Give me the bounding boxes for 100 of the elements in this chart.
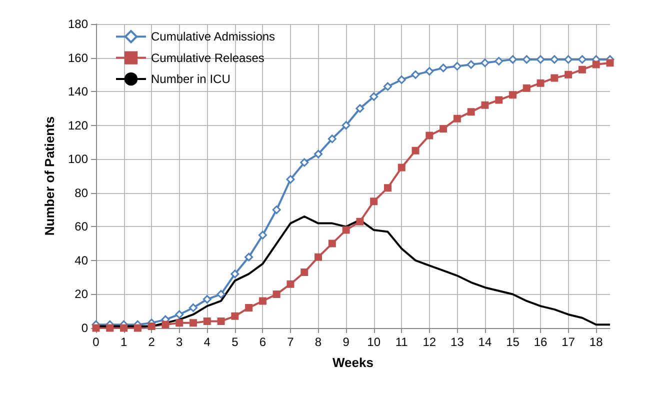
point xyxy=(106,324,114,332)
point xyxy=(550,74,558,82)
point xyxy=(314,150,323,158)
point xyxy=(453,114,461,122)
point xyxy=(522,55,531,64)
point xyxy=(244,252,254,262)
point xyxy=(258,297,266,305)
point xyxy=(342,121,350,130)
x-tick-label: 18 xyxy=(589,335,604,349)
point xyxy=(412,146,420,154)
y-tick-label: 160 xyxy=(68,50,88,65)
x-tick-label: 3 xyxy=(176,335,184,349)
point xyxy=(426,132,434,140)
point xyxy=(522,84,530,92)
point xyxy=(550,55,559,64)
point xyxy=(342,226,350,234)
legend-label: Cumulative Releases xyxy=(151,50,264,65)
point xyxy=(328,134,336,144)
point xyxy=(286,175,295,184)
point xyxy=(314,253,322,261)
point xyxy=(398,164,406,172)
y-tick-label: 80 xyxy=(74,186,88,200)
x-tick-label: 5 xyxy=(232,335,239,349)
point xyxy=(202,295,212,304)
point xyxy=(120,324,128,332)
point xyxy=(356,104,364,113)
point xyxy=(383,82,392,91)
point xyxy=(231,312,239,320)
point xyxy=(134,324,142,332)
x-tick-label: 9 xyxy=(342,335,350,349)
x-tick-label: 11 xyxy=(395,335,408,349)
point xyxy=(467,108,475,116)
point xyxy=(397,75,406,84)
point xyxy=(564,55,573,64)
point xyxy=(216,290,226,298)
point xyxy=(300,268,308,276)
legend-label: Cumulative Admissions xyxy=(151,30,276,44)
x-tick-label: 1 xyxy=(120,335,128,349)
point xyxy=(217,317,225,325)
x-axis-title: Weeks xyxy=(332,355,374,370)
point xyxy=(286,280,294,288)
point xyxy=(494,56,504,66)
point xyxy=(480,58,490,68)
point xyxy=(162,320,170,328)
y-tick-label: 100 xyxy=(68,152,88,166)
point xyxy=(578,55,586,64)
point xyxy=(203,317,211,325)
point xyxy=(508,55,518,64)
point xyxy=(370,198,378,206)
x-tick-label: 8 xyxy=(314,335,322,349)
point xyxy=(495,96,503,104)
point xyxy=(258,230,267,240)
point xyxy=(272,290,280,298)
point xyxy=(481,101,489,109)
x-tick-label: 4 xyxy=(204,335,211,349)
point xyxy=(536,79,544,87)
point xyxy=(175,310,184,319)
point xyxy=(176,319,184,327)
y-axis-title: Number of Patients xyxy=(42,116,57,236)
point xyxy=(370,92,378,101)
x-tick-label: 14 xyxy=(478,335,492,349)
y-tick-label: 140 xyxy=(68,84,88,99)
x-tick-label: 6 xyxy=(259,335,266,349)
point xyxy=(245,304,253,312)
point xyxy=(440,124,448,132)
y-tick-label: 20 xyxy=(74,287,88,302)
y-tick-label: 180 xyxy=(68,17,88,31)
point xyxy=(272,206,281,214)
point xyxy=(452,62,462,70)
x-tick-label: 2 xyxy=(148,335,156,349)
point xyxy=(578,66,586,74)
x-tick-label: 12 xyxy=(422,335,436,349)
x-tick-label: 10 xyxy=(367,335,381,349)
point xyxy=(425,67,434,76)
point xyxy=(356,218,364,226)
point xyxy=(230,270,240,278)
y-tick-label: 40 xyxy=(74,253,88,268)
point xyxy=(466,60,476,69)
point xyxy=(411,70,420,79)
point xyxy=(300,158,309,167)
point xyxy=(564,70,572,78)
x-tick-label: 16 xyxy=(534,335,548,349)
x-tick-label: 13 xyxy=(450,335,464,349)
point xyxy=(384,184,392,192)
point xyxy=(509,91,517,99)
point xyxy=(188,303,198,312)
point xyxy=(189,319,197,327)
point xyxy=(328,240,336,248)
x-tick-label: 17 xyxy=(562,335,576,349)
point xyxy=(592,60,600,68)
x-tick-label: 15 xyxy=(506,335,520,349)
x-tick-label: 0 xyxy=(92,335,100,349)
x-tick-label: 7 xyxy=(287,335,294,349)
point xyxy=(439,64,448,72)
legend-label: Number in ICU xyxy=(151,72,230,86)
point xyxy=(536,55,545,64)
y-tick-label: 0 xyxy=(81,321,88,335)
point xyxy=(606,59,614,67)
point xyxy=(148,322,156,330)
y-tick-label: 60 xyxy=(74,220,88,234)
